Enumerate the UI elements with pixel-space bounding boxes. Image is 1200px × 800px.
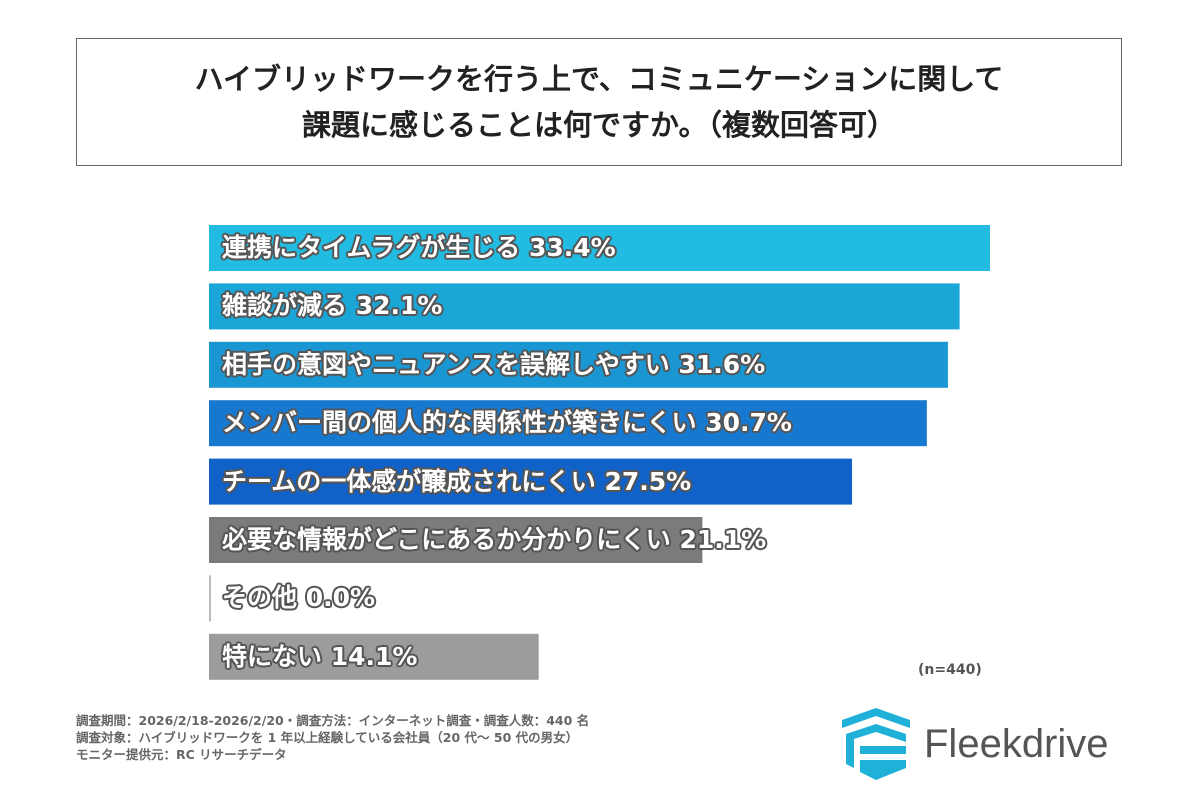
bar-2 bbox=[209, 341, 948, 388]
note-source: モニター提供元：RC リサーチデータ bbox=[76, 747, 287, 762]
title-line-2: 課題に感じることは何ですか。（複数回答可） bbox=[302, 108, 896, 142]
sample-size: (n=440) bbox=[918, 662, 982, 678]
bar-5 bbox=[209, 517, 703, 563]
bar-label-5: 必要な情報がどこにあるか分かりにくい 21.1% bbox=[222, 525, 767, 554]
title-line-1: ハイブリッドワークを行う上で、コミュニケーションに関して bbox=[194, 62, 1004, 96]
note-target: 調査対象：ハイブリッドワークを 1 年以上経験している会社員（20 代〜 50 … bbox=[76, 730, 579, 745]
bar-0 bbox=[209, 225, 990, 271]
bar-label-2: 相手の意図やニュアンスを誤解しやすい 31.6% bbox=[222, 349, 766, 379]
bar-label-7: 特にない 14.1% bbox=[222, 641, 418, 671]
bar-label-4: チームの一体感が醸成されにくい 27.5% bbox=[222, 466, 692, 496]
bar-1 bbox=[209, 283, 960, 330]
bar-4 bbox=[209, 458, 853, 505]
fleekdrive-logo: Fleekdrive bbox=[842, 708, 1109, 780]
bar-label-6: その他 0.0% bbox=[222, 583, 376, 613]
note-period: 調査期間：2026/2/18-2026/2/20・調査方法：インターネット調査・… bbox=[76, 713, 590, 728]
bar-label-3: メンバー間の個人的な関係性が築きにくい 30.7% bbox=[222, 408, 792, 438]
survey-notes: 調査期間：2026/2/18-2026/2/20・調査方法：インターネット調査・… bbox=[76, 712, 589, 763]
bar-7 bbox=[209, 633, 539, 680]
logo-text: Fleekdrive bbox=[924, 721, 1109, 766]
bar-label-0: 連携にタイムラグが生じる 33.4% bbox=[222, 233, 616, 262]
bar-6 bbox=[209, 575, 211, 622]
logo-mark-icon bbox=[842, 708, 910, 780]
bar-3 bbox=[209, 400, 927, 447]
chart-title: ハイブリッドワークを行う上で、コミュニケーションに関して 課題に感じることは何で… bbox=[76, 38, 1122, 166]
bar-label-1: 雑談が減る 32.1% bbox=[222, 291, 443, 321]
